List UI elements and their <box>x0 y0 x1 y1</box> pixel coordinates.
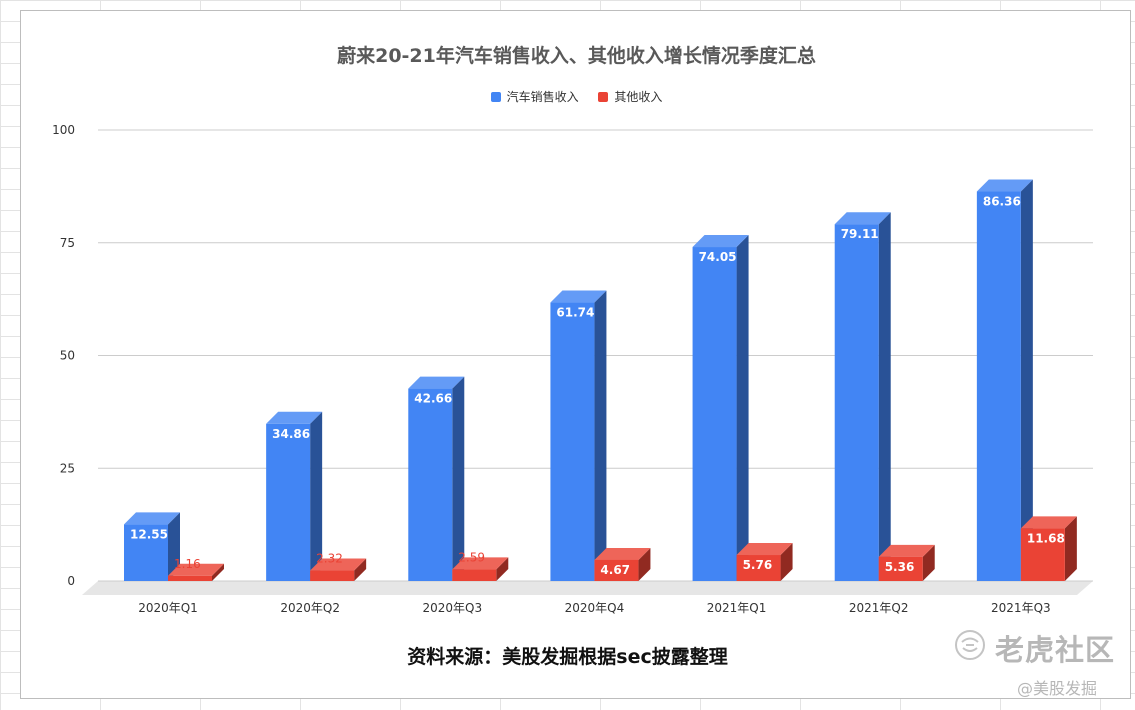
bar-side <box>638 547 651 581</box>
bar <box>878 544 935 581</box>
bar-top <box>878 544 935 557</box>
legend-item-sales[interactable]: 汽车销售收入 <box>490 88 579 105</box>
legend-swatch-other <box>598 92 609 102</box>
x-tick-label: 2020年Q2 <box>280 601 340 615</box>
bar-top <box>408 376 465 389</box>
bar-top <box>452 557 509 570</box>
bar-top <box>692 235 749 248</box>
bar-front <box>1020 528 1065 581</box>
y-tick-label: 25 <box>60 461 75 475</box>
bar-side <box>452 376 465 581</box>
bar-side <box>168 512 180 581</box>
chart-title: 蔚来20-21年汽车销售收入、其他收入增长情况季度汇总 <box>337 45 816 67</box>
watermark-brand: 老虎社区 <box>995 633 1116 667</box>
bar <box>736 543 793 581</box>
tiger-logo-icon <box>955 630 985 660</box>
bar-front <box>692 247 737 582</box>
y-tick-label: 50 <box>60 349 75 363</box>
bar-front <box>266 423 311 581</box>
bar-top <box>310 558 367 571</box>
x-tick-label: 2021年Q2 <box>849 601 909 615</box>
bar-side <box>1020 179 1033 581</box>
data-label: 5.36 <box>885 560 915 574</box>
bar-side <box>878 212 891 581</box>
bar <box>976 179 1033 581</box>
bar <box>168 563 224 581</box>
data-label: 86.36 <box>983 195 1021 209</box>
bar-side <box>1064 516 1077 581</box>
bar-front <box>736 555 781 581</box>
bar-top <box>124 512 180 525</box>
source-note: 资料来源：美股发掘根据sec披露整理 <box>407 646 728 668</box>
data-label: 2.32 <box>316 552 343 566</box>
data-label: 2.59 <box>458 550 485 564</box>
y-tick-label: 75 <box>60 236 75 250</box>
data-label: 34.86 <box>272 427 310 441</box>
bar-side <box>594 290 607 581</box>
bar <box>692 235 749 582</box>
bar <box>834 212 891 581</box>
data-label: 61.74 <box>556 306 594 320</box>
x-tick-label: 2020年Q1 <box>138 601 198 615</box>
chart-floor <box>82 581 1093 595</box>
bar-front <box>168 575 212 581</box>
bar <box>594 547 651 581</box>
data-label: 74.05 <box>699 250 737 264</box>
legend: 汽车销售收入 其他收入 <box>21 88 1132 105</box>
bar-side <box>354 558 367 581</box>
x-tick-label: 2021年Q3 <box>991 601 1051 615</box>
x-tick-label: 2020年Q3 <box>422 601 482 615</box>
data-label: 5.76 <box>743 558 773 572</box>
bar-side <box>212 563 224 581</box>
bar <box>452 557 509 581</box>
bar-front <box>834 224 879 581</box>
x-tick-label: 2020年Q4 <box>565 601 625 615</box>
bar <box>266 411 323 581</box>
bar-front <box>124 524 168 581</box>
bar-front <box>594 559 639 581</box>
bar-top <box>594 547 651 560</box>
bar-front <box>976 191 1021 581</box>
bar-top <box>976 179 1033 192</box>
y-tick-label: 100 <box>52 123 75 137</box>
bar-front <box>310 570 355 581</box>
bar-top <box>550 290 607 303</box>
bar-top <box>834 212 891 225</box>
bar-front <box>878 556 923 581</box>
watermark-handle: @美股发掘 <box>1017 679 1098 698</box>
y-tick-label: 0 <box>67 574 75 588</box>
bar <box>550 290 607 581</box>
bar-front <box>408 388 453 581</box>
bar <box>1020 516 1077 581</box>
legend-item-other[interactable]: 其他收入 <box>598 88 662 105</box>
bar <box>310 558 367 581</box>
data-label: 4.67 <box>600 563 630 577</box>
bar-top <box>1020 516 1077 529</box>
legend-label-sales: 汽车销售收入 <box>506 90 579 104</box>
x-tick-label: 2021年Q1 <box>707 601 767 615</box>
legend-swatch-sales <box>490 92 501 102</box>
data-label: 42.66 <box>414 392 452 406</box>
bar-side <box>780 543 793 581</box>
bar <box>408 376 465 581</box>
bar-side <box>922 544 935 581</box>
data-label: 1.16 <box>174 557 201 571</box>
bar <box>124 512 180 581</box>
data-label: 11.68 <box>1027 531 1065 545</box>
data-label: 12.55 <box>130 527 168 541</box>
bar-top <box>168 563 224 576</box>
bar-side <box>310 411 323 581</box>
legend-label-other: 其他收入 <box>614 90 663 104</box>
bar-front <box>452 569 497 581</box>
bar-top <box>266 411 323 424</box>
bar-side <box>496 557 509 581</box>
data-label: 79.11 <box>841 227 879 241</box>
bar-top <box>736 543 793 556</box>
bar-front <box>550 302 595 581</box>
bar-side <box>736 235 749 582</box>
